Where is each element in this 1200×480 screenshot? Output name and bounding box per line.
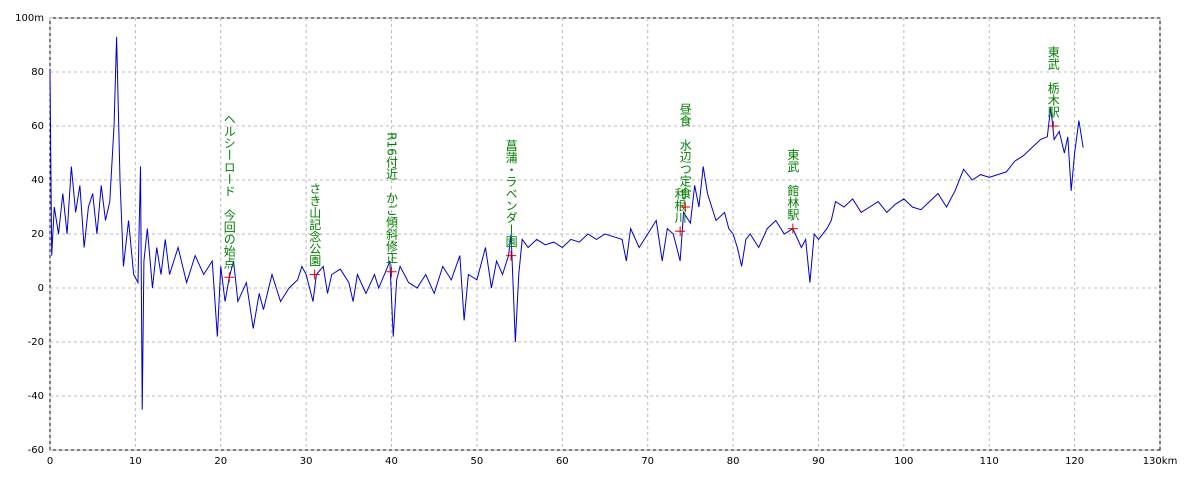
annotation-marker [309, 269, 320, 280]
x-tick-label: 20 [214, 456, 227, 467]
x-tick-label: 50 [471, 456, 484, 467]
annotation-marker [386, 266, 397, 277]
x-tick-label: 90 [812, 456, 825, 467]
annotation-label: R16付近 かご傾斜修正 [385, 132, 399, 264]
y-tick-label: 80 [31, 67, 44, 78]
x-tick-label: 100 [894, 456, 913, 467]
x-tick-label: 40 [385, 456, 398, 467]
annotation-label: 菖蒲・ラベンダー園 [504, 139, 518, 247]
y-tick-label: 60 [31, 121, 44, 132]
annotation-label: さき山記念公園 [308, 182, 322, 266]
x-tick-label: 60 [556, 456, 569, 467]
y-tick-label: -20 [28, 337, 44, 348]
x-tick-label: 110 [980, 456, 999, 467]
annotation-label: 昼食 水辺つ定食 [678, 103, 692, 199]
annotation-marker [787, 223, 798, 234]
x-tick-label: 30 [300, 456, 313, 467]
x-tick-label: 10 [129, 456, 142, 467]
annotation-marker [680, 202, 691, 212]
annotation-label: ヘルシーロード 今回の始点 [222, 113, 236, 269]
annotation-marker [506, 250, 517, 261]
y-tick-label: 40 [31, 175, 44, 186]
y-tick-label: -60 [28, 445, 44, 456]
x-tick-label: 70 [641, 456, 654, 467]
annotation-marker [675, 226, 686, 237]
annotation-marker [1048, 121, 1059, 131]
y-tick-label: 20 [31, 229, 44, 240]
x-tick-label: 80 [727, 456, 740, 467]
annotation-marker [224, 272, 235, 283]
annotation-label: 東武 栃木駅 [1046, 46, 1060, 119]
x-tick-label: 120 [1065, 456, 1084, 467]
y-tick-label: -40 [28, 391, 44, 402]
y-tick-label: 0 [38, 283, 44, 294]
annotation-label: 利根川 [673, 187, 687, 223]
x-tick-label: 0 [47, 456, 53, 467]
y-tick-label: 100m [15, 13, 44, 24]
x-tick-label: 130km [1143, 456, 1178, 467]
elevation-line [49, 36, 1084, 410]
annotation-label: 東武 館林駅 [786, 148, 800, 221]
